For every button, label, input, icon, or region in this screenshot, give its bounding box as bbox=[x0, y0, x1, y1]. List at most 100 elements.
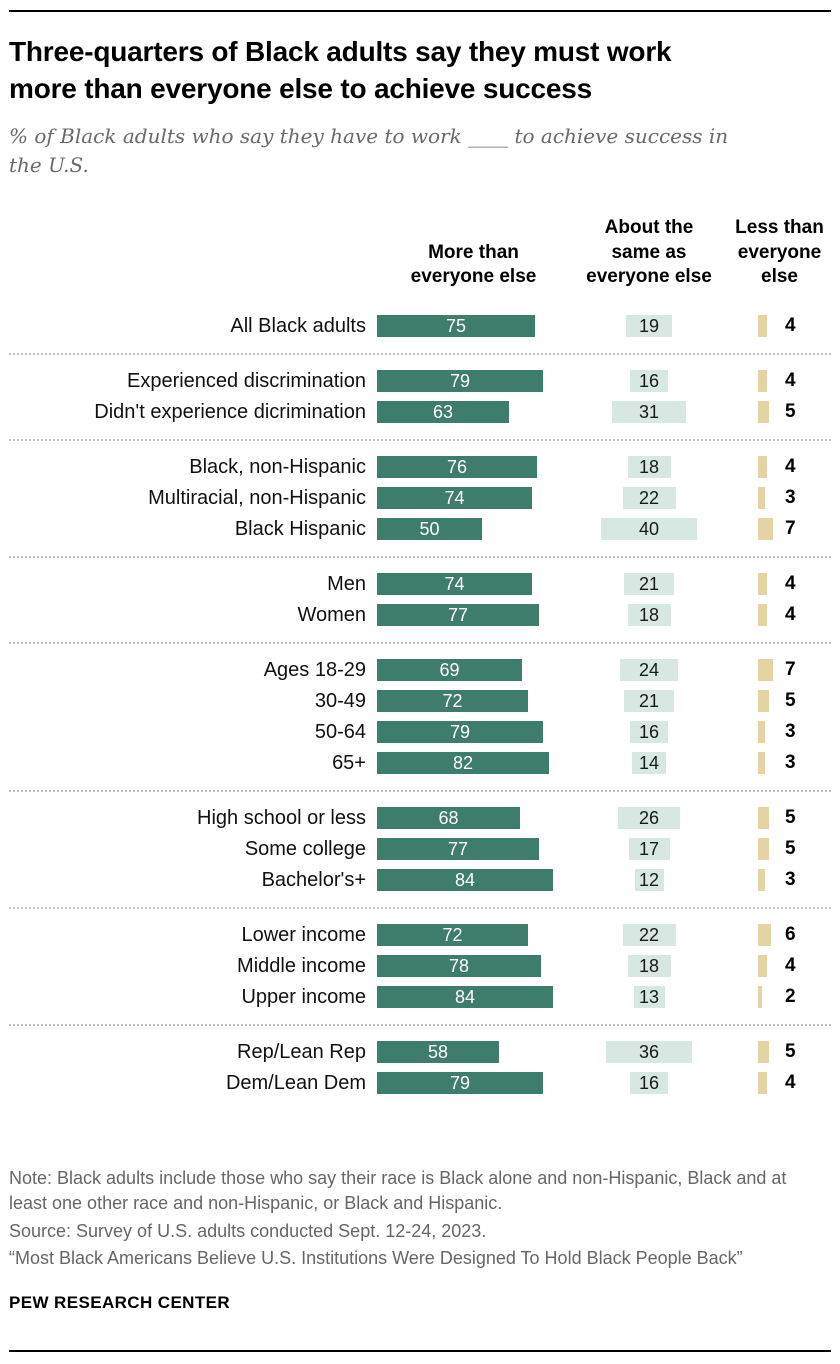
less-than-bar-slot bbox=[758, 807, 779, 830]
less-than-cell: 3 bbox=[728, 869, 831, 892]
table-row: Rep/Lean Rep 58 36 5 bbox=[9, 1037, 831, 1068]
row-label: Ages 18-29 bbox=[263, 658, 366, 681]
table-row: Multiracial, non-Hispanic 74 22 3 bbox=[9, 483, 831, 514]
about-same-bar: 16 bbox=[630, 721, 668, 744]
bar-value: 3 bbox=[785, 752, 796, 774]
bar-value: 74 bbox=[444, 573, 465, 594]
more-than-cell: 68 bbox=[377, 807, 570, 830]
bar-value: 16 bbox=[638, 370, 660, 391]
more-than-cell: 77 bbox=[377, 838, 570, 861]
less-than-cell: 4 bbox=[728, 573, 831, 596]
more-than-bar: 75 bbox=[377, 315, 535, 338]
row-label: Experienced discrimination bbox=[126, 369, 366, 392]
more-than-bar: 82 bbox=[377, 752, 549, 775]
chart-group: All Black adults 75 19 4 bbox=[9, 300, 831, 355]
less-than-bar bbox=[758, 370, 767, 393]
more-than-bar: 77 bbox=[377, 838, 539, 861]
about-same-cell: 17 bbox=[570, 838, 728, 861]
less-than-bar-slot bbox=[758, 924, 779, 947]
bar-value: 18 bbox=[638, 604, 660, 625]
bar-value: 21 bbox=[638, 690, 660, 711]
bar-value: 24 bbox=[638, 659, 660, 680]
bar-value: 16 bbox=[638, 721, 660, 742]
about-same-bar: 24 bbox=[620, 659, 678, 682]
about-same-bar: 22 bbox=[622, 487, 676, 510]
less-than-cell: 4 bbox=[728, 370, 831, 393]
more-than-bar: 50 bbox=[377, 518, 482, 541]
table-row: 50-64 79 16 3 bbox=[9, 717, 831, 748]
about-same-bar: 18 bbox=[627, 604, 671, 627]
table-row: 30-49 72 21 5 bbox=[9, 686, 831, 717]
less-than-cell: 6 bbox=[728, 924, 831, 947]
bar-value: 84 bbox=[454, 869, 476, 890]
less-than-bar bbox=[758, 456, 767, 479]
about-same-cell: 22 bbox=[570, 924, 728, 947]
note-text: Note: Black adults include those who say… bbox=[9, 1167, 787, 1213]
less-than-bar-slot bbox=[758, 690, 779, 713]
row-label: Lower income bbox=[241, 923, 366, 946]
report-title: “Most Black Americans Believe U.S. Insti… bbox=[9, 1248, 743, 1269]
more-than-cell: 78 bbox=[377, 955, 570, 978]
less-than-bar bbox=[758, 315, 767, 338]
table-row: All Black adults 75 19 4 bbox=[9, 311, 831, 342]
less-than-bar-slot bbox=[758, 838, 779, 861]
table-row: Didn't experience dicrimination 63 31 5 bbox=[9, 397, 831, 428]
less-than-bar-slot bbox=[758, 315, 779, 338]
chart-group: Lower income 72 22 6 Middle income 78 18 4 Upper… bbox=[9, 909, 831, 1026]
chart-notes: Note: Black adults include those who say… bbox=[9, 1166, 831, 1271]
more-than-bar: 79 bbox=[377, 370, 543, 393]
about-same-cell: 22 bbox=[570, 487, 728, 510]
less-than-bar-slot bbox=[758, 1072, 779, 1095]
bar-value: 7 bbox=[785, 518, 796, 540]
table-row: 65+ 82 14 3 bbox=[9, 748, 831, 779]
bottom-rule bbox=[9, 1350, 831, 1352]
bar-value: 7 bbox=[785, 659, 796, 681]
about-same-bar: 36 bbox=[606, 1041, 692, 1064]
less-than-bar-slot bbox=[758, 955, 779, 978]
about-same-cell: 21 bbox=[570, 690, 728, 713]
less-than-bar-slot bbox=[758, 370, 779, 393]
less-than-bar-slot bbox=[758, 401, 779, 424]
less-than-bar-slot bbox=[758, 752, 779, 775]
bar-value: 4 bbox=[785, 955, 796, 977]
table-row: Bachelor's+ 84 12 3 bbox=[9, 865, 831, 896]
chart-group: Rep/Lean Rep 58 36 5 Dem/Lean Dem 79 16 4 bbox=[9, 1026, 831, 1110]
about-same-cell: 12 bbox=[570, 869, 728, 892]
more-than-bar: 76 bbox=[377, 456, 537, 479]
table-row: Some college 77 17 5 bbox=[9, 834, 831, 865]
less-than-bar bbox=[758, 838, 769, 861]
more-than-cell: 79 bbox=[377, 721, 570, 744]
about-same-cell: 19 bbox=[570, 315, 728, 338]
row-label: Middle income bbox=[237, 954, 366, 977]
more-than-cell: 84 bbox=[377, 869, 570, 892]
more-than-cell: 79 bbox=[377, 1072, 570, 1095]
bar-value: 79 bbox=[449, 1072, 471, 1093]
about-same-bar: 16 bbox=[630, 370, 668, 393]
about-same-cell: 16 bbox=[570, 721, 728, 744]
more-than-cell: 76 bbox=[377, 456, 570, 479]
bar-value: 18 bbox=[638, 955, 660, 976]
column-header-less-than: Less than everyone else bbox=[735, 216, 824, 288]
bar-value: 79 bbox=[449, 721, 471, 742]
more-than-cell: 75 bbox=[377, 315, 570, 338]
less-than-bar bbox=[758, 869, 765, 892]
about-same-cell: 31 bbox=[570, 401, 728, 424]
less-than-cell: 4 bbox=[728, 1072, 831, 1095]
less-than-cell: 5 bbox=[728, 690, 831, 713]
row-label: Women bbox=[297, 603, 366, 626]
less-than-cell: 7 bbox=[728, 659, 831, 682]
more-than-bar: 69 bbox=[377, 659, 522, 682]
about-same-cell: 40 bbox=[570, 518, 728, 541]
about-same-cell: 18 bbox=[570, 456, 728, 479]
about-same-bar: 18 bbox=[627, 456, 671, 479]
bar-value: 4 bbox=[785, 604, 796, 626]
less-than-bar-slot bbox=[758, 659, 779, 682]
less-than-bar bbox=[758, 659, 773, 682]
less-than-bar-slot bbox=[758, 869, 779, 892]
more-than-cell: 74 bbox=[377, 573, 570, 596]
bar-value: 79 bbox=[449, 370, 471, 391]
about-same-cell: 26 bbox=[570, 807, 728, 830]
less-than-bar-slot bbox=[758, 456, 779, 479]
more-than-bar: 72 bbox=[377, 690, 528, 713]
less-than-cell: 3 bbox=[728, 721, 831, 744]
